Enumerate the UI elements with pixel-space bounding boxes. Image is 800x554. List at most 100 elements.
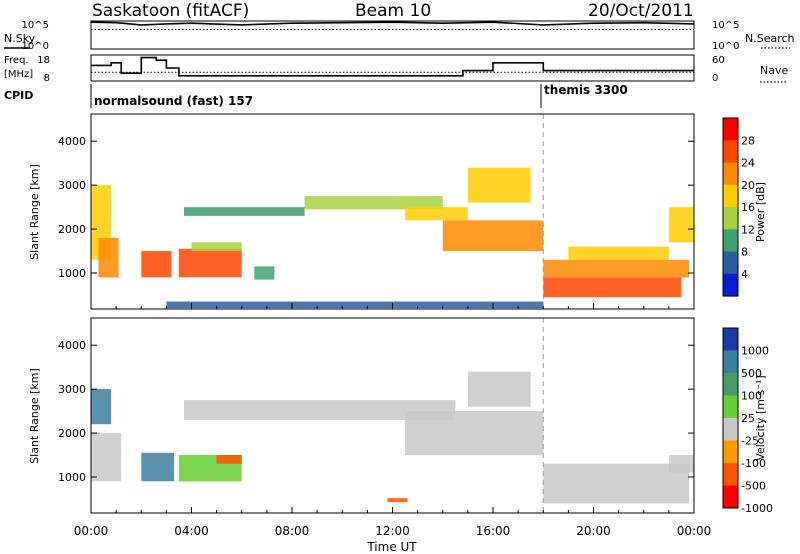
- power-data-region-11: [543, 277, 682, 298]
- colorbar-swatch: [723, 350, 738, 374]
- colorbar-tick-label: 8: [741, 246, 748, 259]
- colorbar-tick-label: -500: [741, 480, 766, 493]
- velocity-ylabel: Slant Range [km]: [28, 368, 41, 464]
- freq-unit-label: [MHz]: [4, 69, 33, 80]
- power-data-region-8: [405, 207, 468, 221]
- velocity-data-region-2: [141, 452, 174, 482]
- velocity-data-region-7: [467, 371, 531, 407]
- x-tick-label: 12:00: [375, 524, 410, 538]
- freq-label: Freq.: [4, 55, 29, 66]
- nave-label: Nave: [760, 64, 788, 77]
- colorbar-swatch: [723, 273, 738, 297]
- range-tick-label: 3000: [58, 179, 86, 192]
- colorbar-tick-label: -100: [741, 457, 766, 470]
- freq-left-bottom-tick: 8: [44, 73, 50, 84]
- power-data-region-6: [184, 207, 305, 216]
- power-data-region-7: [304, 196, 443, 210]
- colorbar-swatch: [723, 418, 738, 441]
- colorbar-tick-label: -25: [741, 435, 759, 448]
- velocity-colorbar-label: Velocity [m s⁻¹]: [754, 375, 767, 460]
- colorbar-tick-label: 100: [741, 390, 762, 403]
- power-yticks: 1000 2000 3000 4000: [58, 135, 694, 280]
- power-data-region-1: [98, 237, 119, 278]
- colorbar-tick-label: 28: [741, 134, 755, 147]
- colorbar-swatch: [723, 140, 738, 164]
- x-tick-label: 00:00: [74, 524, 109, 538]
- range-tick-label: 4000: [58, 339, 86, 352]
- colorbar-swatch: [723, 251, 738, 275]
- colorbar-tick-label: -1000: [741, 502, 773, 515]
- power-colorbar: 28 24 20 16 12 8 4: [722, 117, 755, 297]
- noise-right-top-tick: 10^5: [712, 20, 739, 31]
- power-data: [91, 114, 694, 309]
- noise-lines: [90, 21, 695, 30]
- colorbar-swatch: [723, 463, 738, 486]
- velocity-data-region-9: [668, 455, 694, 473]
- x-tick-label: 16:00: [476, 524, 511, 538]
- noise-right-bottom-tick: 10^0: [712, 41, 739, 52]
- power-ylabel: Slant Range [km]: [28, 164, 41, 260]
- colorbar-swatch: [723, 373, 738, 396]
- noise-series-0: [90, 21, 695, 26]
- freq-panel-frame: [90, 54, 695, 82]
- colorbar-swatch: [723, 184, 738, 208]
- nsearch-label: N.Search: [745, 32, 795, 45]
- velocity-data-region-10: [387, 498, 408, 503]
- colorbar-swatch: [723, 485, 738, 509]
- date-title: 20/Oct/2011: [588, 1, 694, 21]
- freq-series: [91, 56, 694, 77]
- nsky-label: N.Sky: [4, 32, 36, 45]
- x-axis-ticks: 00:00 04:00 08:00 12:00 16:00 20:00 00:00: [74, 303, 711, 538]
- range-tick-label: 1000: [58, 471, 86, 484]
- colorbar-swatch: [723, 328, 738, 351]
- velocity-data-region-5: [184, 400, 456, 420]
- velocity-data-region-6: [405, 411, 544, 455]
- velocity-data-region-0: [91, 389, 112, 425]
- x-axis-label: Time UT: [366, 540, 417, 554]
- range-tick-label: 4000: [58, 135, 86, 148]
- colorbar-swatch: [723, 395, 738, 419]
- colorbar-swatch: [723, 229, 738, 253]
- colorbar-frame: [722, 117, 739, 297]
- noise-panel-frame: [90, 20, 695, 50]
- cpid-segment-1: themis 3300: [544, 83, 628, 97]
- range-tick-label: 2000: [58, 223, 86, 236]
- power-data-region-9: [442, 220, 544, 251]
- colorbar-swatch: [723, 118, 738, 141]
- station-title: Saskatoon (fitACF): [92, 1, 249, 21]
- power-data-region-4: [191, 242, 242, 251]
- power-data-region-3: [178, 248, 242, 278]
- velocity-colorbar: 1000 500 100 25 -25 -100 -500 -1000: [722, 327, 773, 515]
- noise-left-bottom-tick: 10^0: [22, 41, 49, 52]
- power-panel: 1000 2000 3000 4000 Slant Range [km]: [28, 113, 695, 310]
- noise-left-top-tick: 10^5: [22, 20, 49, 31]
- freq-right-top-tick: 60: [712, 55, 725, 66]
- velocity-data-region-8: [543, 463, 689, 504]
- colorbar-tick-label: 16: [741, 201, 755, 214]
- power-colorbar-label: Power [dB]: [754, 182, 767, 242]
- x-tick-label: 08:00: [275, 524, 310, 538]
- colorbar-tick-label: 4: [741, 268, 748, 281]
- colorbar-tick-label: 24: [741, 157, 755, 170]
- cpid-label: CPID: [4, 89, 33, 102]
- colorbar-tick-label: 25: [741, 412, 755, 425]
- x-tick-label: 04:00: [174, 524, 209, 538]
- range-tick-label: 2000: [58, 427, 86, 440]
- velocity-yticks: 1000 2000 3000 4000: [58, 339, 694, 484]
- power-data-region-10: [467, 167, 531, 203]
- cpid-segment-0: normalsound (fast) 157: [94, 94, 253, 108]
- colorbar-tick-label: 1000: [741, 345, 769, 358]
- beam-title: Beam 10: [355, 1, 431, 21]
- power-data-region-13: [568, 246, 669, 260]
- power-data-region-12: [543, 259, 689, 278]
- colorbar-swatch: [723, 207, 738, 230]
- colorbar-tick-label: 20: [741, 179, 755, 192]
- power-data-region-14: [166, 301, 544, 309]
- power-data-region-5: [254, 266, 275, 280]
- colorbar-swatch: [723, 440, 738, 464]
- velocity-data: [91, 318, 694, 513]
- range-tick-label: 1000: [58, 267, 86, 280]
- range-tick-label: 3000: [58, 383, 86, 396]
- freq-right-bottom-tick: 0: [712, 73, 718, 84]
